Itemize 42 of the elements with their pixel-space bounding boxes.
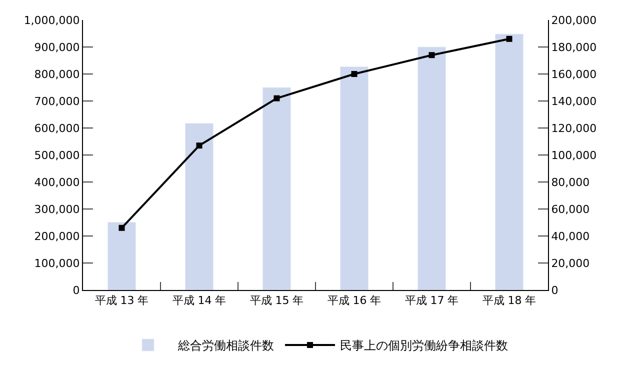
y-tick-label: 600,000 bbox=[34, 122, 80, 135]
y-tick-label: 500,000 bbox=[34, 148, 80, 162]
y2-tick-label: 80,000 bbox=[551, 176, 590, 189]
point bbox=[196, 142, 202, 149]
y-tick-label: 300,000 bbox=[34, 202, 80, 216]
y-tick-label: 100,000 bbox=[34, 256, 80, 270]
y-tick-label: 700,000 bbox=[34, 94, 80, 108]
point bbox=[274, 95, 280, 102]
bar bbox=[340, 66, 368, 290]
point bbox=[118, 224, 125, 231]
bar bbox=[185, 123, 214, 290]
x-tick-label: 平成 17 年 bbox=[404, 294, 459, 308]
y2-tick-label: 140,000 bbox=[551, 94, 597, 108]
x-tick-label: 平成 13 年 bbox=[94, 294, 149, 308]
y-tick-label: 800,000 bbox=[34, 68, 80, 81]
y2-tick-label: 20,000 bbox=[551, 256, 590, 270]
y-tick-label: 400,000 bbox=[34, 176, 80, 189]
point bbox=[428, 52, 435, 58]
bar bbox=[262, 87, 291, 290]
bar bbox=[495, 34, 524, 290]
x-tick-label: 平成 16 年 bbox=[327, 294, 382, 308]
y2-tick-label: 100,000 bbox=[551, 148, 597, 162]
y2-tick-label: 60,000 bbox=[551, 202, 590, 216]
bar bbox=[108, 222, 136, 290]
y2-tick-label: 200,000 bbox=[551, 14, 597, 27]
point bbox=[351, 71, 358, 77]
point bbox=[506, 36, 512, 42]
y-tick-label: 0 bbox=[72, 284, 80, 297]
y2-tick-label: 0 bbox=[551, 284, 558, 297]
y-tick-label: 1,000,000 bbox=[24, 14, 80, 27]
legend-label: 総合労働相談件数 bbox=[177, 338, 274, 353]
y2-tick-label: 40,000 bbox=[551, 230, 590, 243]
y2-tick-label: 180,000 bbox=[551, 40, 597, 54]
x-tick-label: 平成 15 年 bbox=[250, 294, 304, 308]
bar bbox=[418, 46, 446, 290]
x-tick-label: 平成 14 年 bbox=[172, 294, 226, 308]
legend-label: 民事上の個別労働紛争相談件数 bbox=[340, 338, 508, 353]
x-tick-label: 平成 18 年 bbox=[482, 294, 536, 308]
y-tick-label: 900,000 bbox=[34, 40, 80, 54]
y2-tick-label: 160,000 bbox=[551, 68, 597, 81]
y-tick-label: 200,000 bbox=[34, 230, 80, 243]
y2-tick-label: 120,000 bbox=[551, 122, 597, 135]
